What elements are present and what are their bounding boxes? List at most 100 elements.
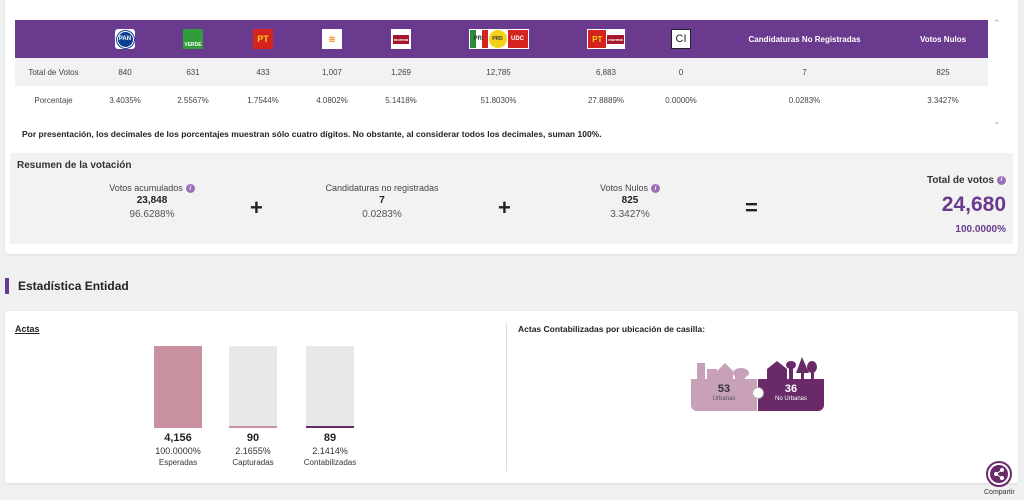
total-value: 24,680 (941, 193, 1006, 216)
info-icon[interactable]: i (651, 184, 661, 194)
bar-pct: 2.1655% (235, 446, 271, 456)
bar-name: Esperadas (158, 458, 198, 467)
share-label: Compartir (984, 489, 1015, 496)
bar-pct: 2.1414% (312, 446, 348, 456)
acumulados-label: Votos acumulados (109, 183, 183, 193)
bar-pct: 100.0000% (155, 446, 201, 456)
bar-capturadas: 90 2.1655% Capturadas (229, 346, 277, 467)
city-skyline-icon (691, 357, 824, 383)
bar-value: 90 (246, 432, 260, 444)
bar-fill (229, 425, 277, 428)
table-row-porcentaje: Porcentaje 3.4035% 2.5567% 1.7544% 4.080… (15, 86, 988, 114)
summary-acumulados: Votos acumulados i 23,848 96.6288% (62, 183, 242, 220)
pt-morena-logo-icon: PT morena (587, 29, 625, 49)
bar-name: Capturadas (232, 458, 274, 467)
cell-pan-votos: 840 (118, 67, 132, 77)
divider (506, 323, 507, 471)
header-morena: morena (366, 20, 436, 58)
ubicacion-graphic: 53 Urbanas 36 No Urbanas (691, 355, 826, 411)
acumulados-value: 23,848 (136, 195, 168, 207)
bar-esperadas: 4,156 100.0000% Esperadas (154, 346, 202, 467)
cell-mc-pct: 4.0802% (316, 95, 348, 105)
summary-title: Resumen de la votación (17, 160, 132, 171)
share-icon (990, 465, 1008, 483)
cell-pt-morena-votos: 6,883 (595, 67, 617, 77)
cell-morena-pct: 5.1418% (385, 95, 417, 105)
no-registradas-pct: 0.0283% (362, 209, 402, 220)
acumulados-pct: 96.6288% (129, 209, 175, 221)
verde-logo-icon: VERDE (183, 29, 203, 49)
header-pri-prd-udc: PRI PRD UDC (436, 20, 561, 58)
nulos-pct: 3.3427% (610, 209, 650, 221)
no-urbanas-box: 36 No Urbanas (758, 381, 824, 411)
total-pct: 100.0000% (955, 224, 1006, 235)
info-icon[interactable]: i (185, 184, 195, 194)
urbanas-box: 53 Urbanas (691, 381, 757, 411)
header-pan: PAN (92, 20, 158, 58)
bar-value: 89 (323, 432, 337, 444)
row-label: Total de Votos (28, 67, 79, 77)
cell-morena-votos: 1,269 (390, 67, 412, 77)
no-registradas-value: 7 (379, 195, 385, 206)
section-title: Estadística Entidad (18, 279, 129, 293)
info-icon[interactable]: i (997, 175, 1006, 185)
cell-pt-morena-pct: 27.8889% (587, 95, 625, 105)
actas-link[interactable]: Actas (15, 324, 40, 334)
share-widget[interactable]: Compartir (984, 461, 1015, 496)
urbanas-value: 53 (717, 383, 731, 395)
vote-summary: Resumen de la votación Votos acumulados i… (10, 153, 1013, 244)
scroll-up-icon[interactable]: ⌃ (993, 18, 1001, 28)
cell-coalicion-pct: 51.8030% (480, 95, 517, 105)
header-pt-morena: PT morena (561, 20, 651, 58)
cell-ci-pct: 0.0000% (665, 95, 697, 105)
cell-coalicion-votos: 12,785 (486, 67, 511, 77)
cell-no-registradas-pct: 0.0283% (788, 95, 821, 105)
cell-pan-pct: 3.4035% (109, 95, 141, 105)
summary-no-registradas: Candidaturas no registradas 7 0.0283% (292, 183, 472, 220)
table-row-total-votos: Total de Votos 840 631 433 1,007 1,269 1… (15, 58, 988, 86)
cell-nulos-pct: 3.3427% (927, 95, 959, 105)
section-estadistica-entidad: Estadística Entidad (5, 278, 129, 294)
pt-logo-icon: PT (253, 29, 273, 49)
mc-logo-icon: ≋ (322, 29, 342, 49)
nulos-label: Votos Nulos (599, 183, 649, 193)
bar-fill (306, 425, 354, 428)
section-accent-bar (5, 278, 9, 294)
bar-contabilizadas: 89 2.1414% Contabilizadas (304, 346, 356, 467)
cell-pt-votos: 433 (256, 67, 270, 77)
ubicacion-label: Actas Contabilizadas por ubicación de ca… (518, 324, 706, 334)
header-empty (15, 20, 92, 58)
summary-nulos: Votos Nulos i 825 3.3427% (540, 183, 720, 220)
header-votos-nulos: Votos Nulos (919, 34, 967, 44)
equals-icon: = (745, 195, 758, 220)
no-registradas-label: Candidaturas no registradas (325, 183, 439, 193)
urbanas-name: Urbanas (712, 396, 736, 402)
pri-prd-udc-logo-icon: PRI PRD UDC (468, 29, 529, 49)
plus-icon: + (250, 195, 263, 220)
bar-fill (154, 346, 202, 428)
cell-no-registradas-votos: 7 (802, 67, 807, 77)
header-mc: ≋ (298, 20, 366, 58)
header-verde: VERDE (158, 20, 228, 58)
cell-ci-votos: 0 (678, 67, 684, 77)
cell-verde-votos: 631 (186, 67, 200, 77)
cell-mc-votos: 1,007 (321, 67, 343, 77)
results-card: PAN VERDE PT ≋ morena PRI PRD (5, 0, 1018, 254)
scroll-down-icon[interactable]: ⌄ (993, 116, 1001, 126)
no-urbanas-name: No Urbanas (774, 396, 807, 402)
share-button[interactable] (986, 461, 1012, 487)
pan-logo-icon: PAN (115, 29, 135, 49)
results-table: PAN VERDE PT ≋ morena PRI PRD (15, 20, 988, 114)
divider-dot (752, 387, 764, 399)
row-label: Porcentaje (34, 95, 73, 105)
header-pt: PT (228, 20, 298, 58)
header-ci: CI (651, 20, 711, 58)
plus-icon: + (498, 195, 511, 220)
bar-name: Contabilizadas (303, 458, 357, 467)
stats-card: Actas 4,156 100.0000% Esperadas 90 2.165… (5, 311, 1018, 483)
nulos-value: 825 (621, 195, 639, 207)
header-no-registradas: Candidaturas No Registradas (748, 34, 861, 44)
ci-logo-icon: CI (671, 29, 691, 49)
cell-pt-pct: 1.7544% (247, 95, 279, 105)
percentage-note: Por presentación, los decimales de los p… (22, 129, 602, 139)
